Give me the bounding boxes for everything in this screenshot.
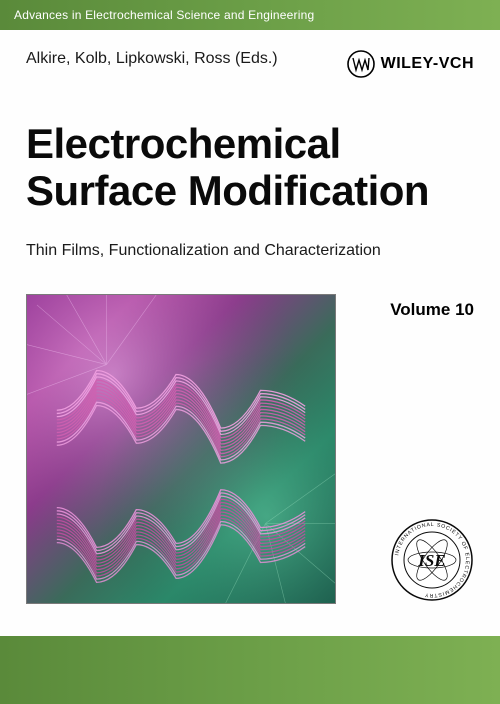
series-title: Advances in Electrochemical Science and … xyxy=(14,8,314,22)
series-header-bar: Advances in Electrochemical Science and … xyxy=(0,0,500,30)
publisher-logo: WILEY-VCH xyxy=(347,50,474,78)
subtitle: Thin Films, Functionalization and Charac… xyxy=(26,242,474,260)
editors-line: Alkire, Kolb, Lipkowski, Ross (Eds.) xyxy=(26,50,278,68)
title-line-2: Surface Modification xyxy=(26,167,429,214)
wiley-logo-icon xyxy=(347,50,375,78)
wave-surface-svg xyxy=(27,295,335,603)
main-title: Electrochemical Surface Modification xyxy=(26,120,474,214)
top-row: Alkire, Kolb, Lipkowski, Ross (Eds.) WIL… xyxy=(0,30,500,78)
ise-seal-icon: INTERNATIONAL SOCIETY OF ELECTROCHEMISTR… xyxy=(390,518,474,602)
book-cover: Advances in Electrochemical Science and … xyxy=(0,0,500,704)
title-line-1: Electrochemical xyxy=(26,120,341,167)
title-block: Electrochemical Surface Modification Thi… xyxy=(0,78,500,260)
volume-label: Volume 10 xyxy=(390,300,474,320)
cover-artwork xyxy=(26,294,336,604)
volume-column: Volume 10 INTERNATIONAL SOCIETY OF ELECT… xyxy=(354,294,474,604)
artwork-row: Volume 10 INTERNATIONAL SOCIETY OF ELECT… xyxy=(0,294,500,604)
footer-bar xyxy=(0,636,500,704)
publisher-name: WILEY-VCH xyxy=(381,55,474,73)
